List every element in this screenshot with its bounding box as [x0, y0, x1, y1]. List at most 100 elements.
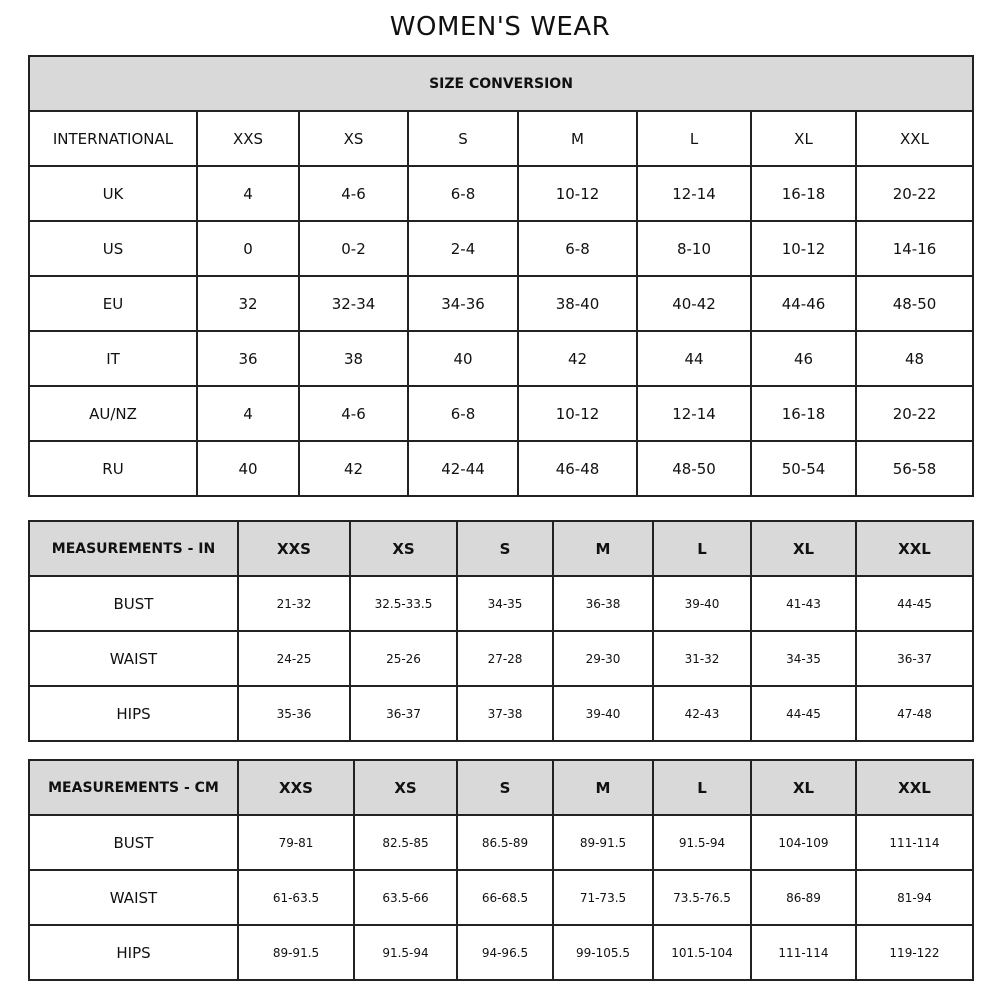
table-cell: 48-50	[636, 440, 752, 497]
table-cell: 4	[196, 385, 300, 442]
table-cell: 99-105.5	[552, 924, 654, 981]
table-row: RU 40 42 42-44 46-48 48-50 50-54 56-58	[28, 440, 974, 497]
table-row: WAIST 24-25 25-26 27-28 29-30 31-32 34-35 36-37	[28, 630, 974, 687]
table-cell: 63.5-66	[353, 869, 458, 926]
table-cell: 46-48	[517, 440, 638, 497]
table-cell: XS	[298, 110, 409, 167]
table-cell: 39-40	[552, 685, 654, 742]
table-cell: 89-91.5	[552, 814, 654, 871]
table-cell: 82.5-85	[353, 814, 458, 871]
table-cell: 42-44	[407, 440, 519, 497]
size-conversion-banner: SIZE CONVERSION	[28, 55, 974, 112]
table-row: US 0 0-2 2-4 6-8 8-10 10-12 14-16	[28, 220, 974, 277]
measurements-cm-table: MEASUREMENTS - CM XXS XS S M L XL XXL BUST 79-81 8…	[28, 759, 974, 981]
table-cell: 6-8	[517, 220, 638, 277]
table-cell: XL	[750, 759, 857, 816]
table-cell: 10-12	[750, 220, 857, 277]
table-cell: 46	[750, 330, 857, 387]
size-conversion-table: SIZE CONVERSION INTERNATIONAL XXS XS S M L XL X…	[28, 55, 974, 497]
header-row: INTERNATIONAL XXS XS S M L XL XXL	[28, 110, 974, 167]
table-cell: 111-114	[855, 814, 974, 871]
row-label: UK	[28, 165, 198, 222]
table-cell: 101.5-104	[652, 924, 752, 981]
table-cell: S	[456, 759, 554, 816]
table-cell: 32-34	[298, 275, 409, 332]
row-label: EU	[28, 275, 198, 332]
table-cell: 20-22	[855, 165, 974, 222]
table-cell: 44-46	[750, 275, 857, 332]
row-label: INTERNATIONAL	[28, 110, 198, 167]
table-cell: 48	[855, 330, 974, 387]
table-cell: XXL	[855, 110, 974, 167]
table-cell: 38-40	[517, 275, 638, 332]
table-cell: 104-109	[750, 814, 857, 871]
table-cell: 36	[196, 330, 300, 387]
table-cell: L	[636, 110, 752, 167]
table-cell: XXS	[237, 520, 351, 577]
row-label: MEASUREMENTS - CM	[28, 759, 239, 816]
table-cell: 44-45	[855, 575, 974, 632]
table-cell: 32.5-33.5	[349, 575, 458, 632]
table-cell: 6-8	[407, 385, 519, 442]
table-cell: M	[552, 759, 654, 816]
table-row: UK 4 4-6 6-8 10-12 12-14 16-18 20-22	[28, 165, 974, 222]
table-cell: 36-38	[552, 575, 654, 632]
row-label: BUST	[28, 814, 239, 871]
table-cell: 66-68.5	[456, 869, 554, 926]
table-cell: 21-32	[237, 575, 351, 632]
table-cell: 34-35	[456, 575, 554, 632]
table-cell: 44-45	[750, 685, 857, 742]
table-cell: 10-12	[517, 385, 638, 442]
table-cell: 91.5-94	[353, 924, 458, 981]
table-cell: 38	[298, 330, 409, 387]
table-cell: 89-91.5	[237, 924, 355, 981]
table-cell: 34-35	[750, 630, 857, 687]
table-cell: 44	[636, 330, 752, 387]
table-cell: 42	[298, 440, 409, 497]
row-label: RU	[28, 440, 198, 497]
table-cell: 6-8	[407, 165, 519, 222]
table-cell: XXL	[855, 759, 974, 816]
table-cell: 61-63.5	[237, 869, 355, 926]
table-cell: 81-94	[855, 869, 974, 926]
table-cell: 119-122	[855, 924, 974, 981]
table-cell: XXS	[237, 759, 355, 816]
table-cell: 8-10	[636, 220, 752, 277]
table-row: WAIST 61-63.5 63.5-66 66-68.5 71-73.5 73.5-76…	[28, 869, 974, 926]
table-cell: 25-26	[349, 630, 458, 687]
table-cell: L	[652, 520, 752, 577]
table-cell: 4	[196, 165, 300, 222]
table-cell: XXS	[196, 110, 300, 167]
table-row: AU/NZ 4 4-6 6-8 10-12 12-14 16-18 20-22	[28, 385, 974, 442]
table-cell: XL	[750, 110, 857, 167]
table-cell: 20-22	[855, 385, 974, 442]
table-cell: 16-18	[750, 165, 857, 222]
table-cell: 31-32	[652, 630, 752, 687]
table-cell: 4-6	[298, 165, 409, 222]
table-cell: 91.5-94	[652, 814, 752, 871]
table-cell: 16-18	[750, 385, 857, 442]
table-cell: 35-36	[237, 685, 351, 742]
table-row: HIPS 89-91.5 91.5-94 94-96.5 99-105.5 101.5-1…	[28, 924, 974, 981]
table-cell: 41-43	[750, 575, 857, 632]
table-cell: 12-14	[636, 385, 752, 442]
table-cell: 42-43	[652, 685, 752, 742]
table-cell: 29-30	[552, 630, 654, 687]
table-cell: 0-2	[298, 220, 409, 277]
table-cell: 40	[196, 440, 300, 497]
table-cell: 42	[517, 330, 638, 387]
table-cell: 56-58	[855, 440, 974, 497]
row-label: AU/NZ	[28, 385, 198, 442]
table-cell: 40	[407, 330, 519, 387]
table-cell: 37-38	[456, 685, 554, 742]
table-cell: 94-96.5	[456, 924, 554, 981]
table-cell: 86.5-89	[456, 814, 554, 871]
table-banner-row: SIZE CONVERSION	[28, 55, 974, 112]
row-label: BUST	[28, 575, 239, 632]
table-cell: S	[456, 520, 554, 577]
table-cell: 71-73.5	[552, 869, 654, 926]
table-row: IT 36 38 40 42 44 46 48	[28, 330, 974, 387]
table-cell: L	[652, 759, 752, 816]
row-label: HIPS	[28, 685, 239, 742]
table-row: EU 32 32-34 34-36 38-40 40-42 44-46 48-50	[28, 275, 974, 332]
